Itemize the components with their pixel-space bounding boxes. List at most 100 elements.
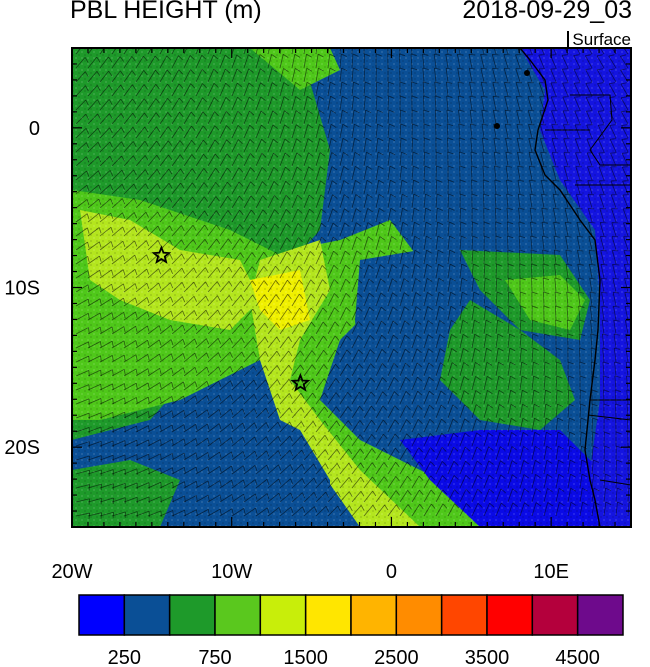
wind-barb xyxy=(483,390,488,405)
wind-barb xyxy=(75,398,90,405)
wind-barb xyxy=(575,194,581,209)
wind-barb xyxy=(447,236,450,251)
wind-barb-flag xyxy=(388,95,395,99)
wind-barb-flag xyxy=(558,473,565,478)
wind-barb xyxy=(147,140,157,153)
wind-barb xyxy=(541,194,545,209)
wind-barb-flag xyxy=(240,309,245,315)
wind-barb xyxy=(625,362,629,377)
wind-barb xyxy=(135,425,149,433)
wind-barb-flag xyxy=(497,305,503,309)
wind-barb-flag xyxy=(344,250,350,256)
wind-barb-flag xyxy=(437,221,444,226)
wind-barb xyxy=(411,208,415,223)
wind-barb-flag xyxy=(297,208,303,214)
wind-barb xyxy=(591,460,594,475)
wind-barb-flag xyxy=(180,168,185,175)
wind-barb xyxy=(471,376,476,391)
wind-barb-flag xyxy=(399,53,406,57)
wind-barb-flag xyxy=(230,451,234,458)
wind-barb-flag xyxy=(430,447,435,453)
wind-barb xyxy=(531,446,536,461)
wind-barb-flag xyxy=(356,264,362,270)
wind-barb xyxy=(433,54,437,69)
wind-barb-flag xyxy=(353,81,360,85)
wind-barb xyxy=(587,208,593,223)
wind-barb xyxy=(291,322,301,335)
wind-barb xyxy=(123,468,138,475)
wind-barb xyxy=(315,449,326,461)
wind-barb xyxy=(171,239,182,251)
wind-barb-flag xyxy=(134,226,138,233)
wind-barb-flag xyxy=(298,237,303,243)
wind-barb-flag xyxy=(447,165,454,169)
wind-barb-flag xyxy=(123,283,126,290)
wind-barb-flag xyxy=(204,210,209,217)
wind-barb-flag xyxy=(313,449,317,456)
wind-barb-flag xyxy=(345,278,351,284)
wind-barb xyxy=(531,502,537,517)
wind-barb xyxy=(459,207,461,223)
wind-barb xyxy=(375,476,385,489)
wind-barb-flag xyxy=(289,464,294,471)
wind-barb-flag xyxy=(451,334,457,339)
wind-barb xyxy=(123,212,135,223)
wind-barb xyxy=(279,449,291,461)
wind-barb-flag xyxy=(559,502,565,506)
wind-barb-flag xyxy=(603,375,610,379)
wind-barb-flag xyxy=(403,250,409,254)
wind-barb-flag xyxy=(196,509,198,516)
wind-barb-flag xyxy=(388,109,395,113)
wind-barb-flag xyxy=(365,123,372,128)
wind-barb-flag xyxy=(308,152,314,157)
wind-barb xyxy=(528,124,533,139)
wind-barb-flag xyxy=(190,41,194,45)
wind-barb xyxy=(75,441,90,447)
wind-barb-flag xyxy=(98,198,102,205)
wind-barb xyxy=(135,169,146,181)
wind-barb xyxy=(243,280,253,293)
wind-barb xyxy=(492,82,497,97)
wind-barb xyxy=(147,467,161,475)
wind-barb-flag xyxy=(370,391,376,397)
wind-barb-flag xyxy=(97,127,101,134)
wind-barb xyxy=(603,460,606,475)
wind-barb xyxy=(411,194,415,209)
wind-barb xyxy=(99,170,111,181)
wind-barb xyxy=(375,490,385,503)
wind-barb-flag xyxy=(511,446,517,451)
wind-barb xyxy=(303,48,306,55)
wind-barb-flag xyxy=(218,395,222,401)
wind-barb-flag xyxy=(169,239,173,246)
wind-barb-flag xyxy=(449,235,456,239)
wind-barb-flag xyxy=(546,445,553,450)
wind-barb-flag xyxy=(122,226,126,233)
wind-barb xyxy=(351,166,356,181)
wind-barb-flag xyxy=(158,339,162,346)
wind-barb-flag xyxy=(395,461,400,468)
wind-barb-flag xyxy=(312,378,317,385)
wind-barb xyxy=(399,320,406,335)
wind-barb xyxy=(147,339,160,349)
wind-barb xyxy=(255,422,267,433)
wind-barb xyxy=(111,297,124,307)
wind-barb-flag xyxy=(567,333,574,337)
wind-barb-flag xyxy=(592,417,599,421)
wind-barb-flag xyxy=(543,291,550,295)
wind-barb xyxy=(279,251,288,265)
wind-barb-flag xyxy=(300,364,305,371)
africa-coastline xyxy=(519,48,601,527)
wind-barb xyxy=(387,363,395,377)
wind-barb xyxy=(422,82,425,97)
wind-barb xyxy=(519,376,523,391)
wind-barb xyxy=(279,393,290,405)
wind-barb xyxy=(243,422,255,433)
wind-barb-flag xyxy=(500,502,507,508)
wind-barb xyxy=(623,222,629,237)
wind-barb-flag xyxy=(180,182,185,189)
wind-barb-flag xyxy=(238,139,243,145)
wind-barb-flag xyxy=(287,322,292,328)
wind-barb xyxy=(363,152,367,167)
wind-barb xyxy=(375,363,383,377)
wind-barb xyxy=(255,393,267,405)
